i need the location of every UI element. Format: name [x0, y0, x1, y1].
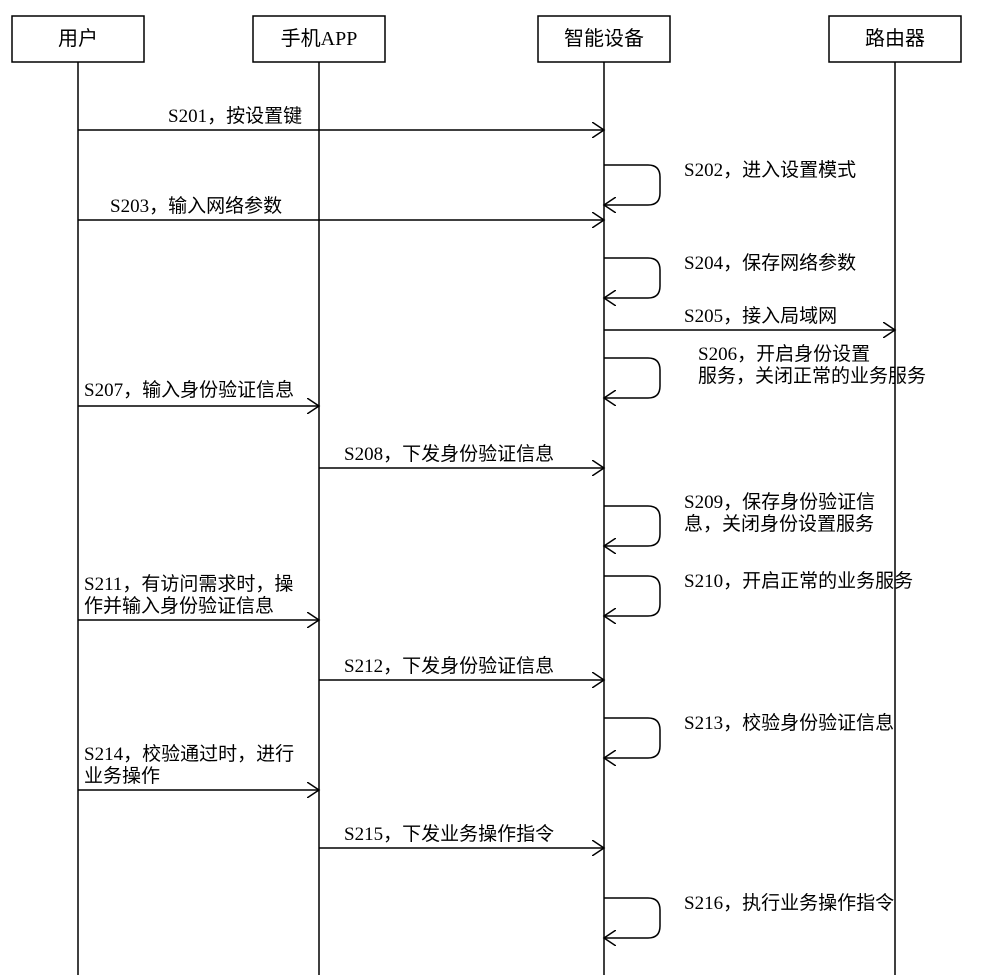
msg-label-s215: S215，下发业务操作指令 — [344, 823, 554, 845]
msg-label-s205: S205，接入局域网 — [684, 305, 837, 327]
msg-label-s209: S209，保存身份验证信息，关闭身份设置服务 — [684, 491, 875, 535]
msg-label-s204: S204，保存网络参数 — [684, 252, 856, 274]
selfmsg-s206 — [604, 358, 660, 398]
msg-label-s201: S201，按设置键 — [168, 105, 302, 127]
msg-label-s207: S207，输入身份验证信息 — [84, 379, 294, 401]
msg-label-s213: S213，校验身份验证信息 — [684, 712, 894, 734]
selfmsg-s202 — [604, 165, 660, 205]
msg-label-s202: S202，进入设置模式 — [684, 159, 856, 181]
selfmsg-s216 — [604, 898, 660, 938]
msg-label-s212: S212，下发身份验证信息 — [344, 655, 554, 677]
msg-label-s210: S210，开启正常的业务服务 — [684, 570, 913, 592]
selfmsg-s209 — [604, 506, 660, 546]
msg-label-s208: S208，下发身份验证信息 — [344, 443, 554, 465]
selfmsg-s210 — [604, 576, 660, 616]
msg-label-s214: S214，校验通过时，进行业务操作 — [84, 743, 294, 787]
selfmsg-s204 — [604, 258, 660, 298]
actor-label-device: 智能设备 — [564, 27, 644, 50]
actor-label-router: 路由器 — [865, 27, 925, 50]
actor-label-user: 用户 — [58, 27, 98, 50]
msg-label-s203: S203，输入网络参数 — [110, 195, 282, 217]
msg-label-s211: S211，有访问需求时，操作并输入身份验证信息 — [84, 573, 293, 617]
actor-label-app: 手机APP — [281, 27, 358, 50]
msg-label-s216: S216，执行业务操作指令 — [684, 892, 894, 914]
msg-label-s206: S206，开启身份设置服务，关闭正常的业务服务 — [698, 343, 926, 387]
selfmsg-s213 — [604, 718, 660, 758]
sequence-diagram: 用户 手机APP 智能设备 路由器 S201，按设置键 S202，进入设置模式 S203，输… — [0, 0, 1000, 977]
